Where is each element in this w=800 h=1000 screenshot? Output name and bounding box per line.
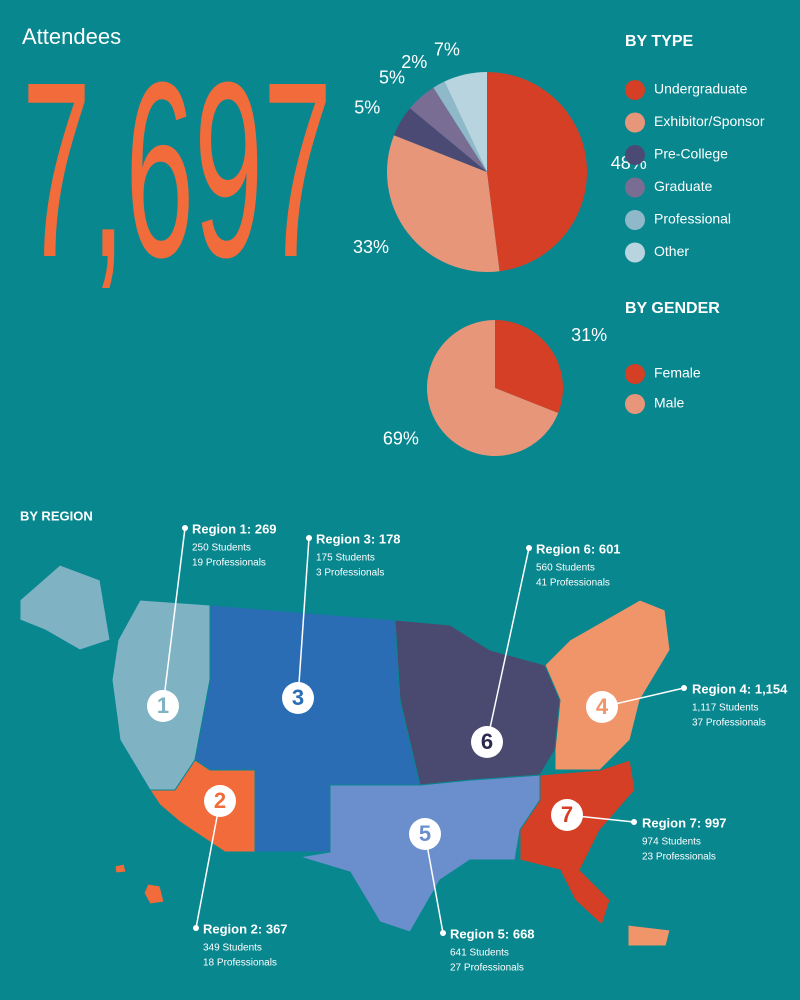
slice-label: 69% xyxy=(383,428,419,448)
region-students: 349 Students xyxy=(203,943,262,954)
attendees-total: 7,697 xyxy=(22,30,332,309)
region-number: 7 xyxy=(561,802,573,827)
legend-swatch xyxy=(625,177,645,198)
leader-line xyxy=(486,547,530,743)
leader-dot xyxy=(631,819,637,825)
pie-slice xyxy=(495,320,563,414)
slice-label: 5% xyxy=(379,68,405,88)
region-badge xyxy=(282,682,314,714)
region-professionals: 23 Professionals xyxy=(642,852,716,863)
attendees-label: Attendees xyxy=(22,24,121,49)
region-number: 6 xyxy=(481,729,493,754)
region-badge xyxy=(586,691,618,723)
legend-label: Other xyxy=(654,243,689,259)
leader-line xyxy=(162,527,186,707)
region-number: 4 xyxy=(596,694,609,719)
pie-slice xyxy=(387,135,500,272)
region-label: Region 2: 367 xyxy=(203,921,288,936)
pie-slice xyxy=(433,81,487,172)
region-professionals: 27 Professionals xyxy=(450,963,524,974)
region-professionals: 37 Professionals xyxy=(692,718,766,729)
legend-swatch xyxy=(625,210,645,230)
legend-swatch xyxy=(625,242,645,263)
pies: 48%Undergraduate33%Exhibitor/Sponsor5%Pr… xyxy=(353,40,765,456)
pie-slice xyxy=(444,72,487,172)
legend-label: Male xyxy=(654,395,685,411)
region-6-area xyxy=(394,619,561,786)
legend-label: Pre-College xyxy=(654,146,728,162)
region-7-area xyxy=(519,759,636,926)
legend-label: Professional xyxy=(654,211,731,227)
region-badge xyxy=(204,785,236,817)
region-number: 3 xyxy=(292,685,304,710)
pie-slice xyxy=(487,72,587,272)
region-students: 560 Students xyxy=(536,563,595,574)
region-students: 641 Students xyxy=(450,948,509,959)
legend-swatch xyxy=(625,145,645,165)
region-badge xyxy=(471,726,503,758)
legend-label: Exhibitor/Sponsor xyxy=(654,113,765,129)
legend-swatch xyxy=(625,112,645,133)
pie-slice xyxy=(427,320,559,456)
slice-label: 5% xyxy=(354,98,380,118)
region-badge xyxy=(409,818,441,850)
pie-slice xyxy=(394,108,487,172)
region-4-area xyxy=(627,924,671,947)
pie-slice xyxy=(409,87,487,172)
region-label: Region 5: 668 xyxy=(450,926,535,941)
leader-dot xyxy=(182,525,188,531)
region-2-area xyxy=(149,759,256,853)
region-1-area xyxy=(19,564,111,651)
region-2-area xyxy=(143,883,165,905)
region-callouts: 1 Region 1: 269 250 Students 19 Professiona… xyxy=(147,521,788,974)
region-badge xyxy=(551,799,583,831)
region-label: Region 1: 269 xyxy=(192,521,277,536)
region-5-area xyxy=(299,774,541,933)
pie-title: BY GENDER xyxy=(625,300,720,317)
region-number: 5 xyxy=(419,821,431,846)
region-number: 1 xyxy=(157,693,169,718)
region-students: 1,117 Students xyxy=(692,703,759,714)
legend-label: Graduate xyxy=(654,178,713,194)
region-label: Region 7: 997 xyxy=(642,815,727,830)
legend-label: Female xyxy=(654,365,701,381)
legend-swatch xyxy=(625,364,645,384)
region-students: 175 Students xyxy=(316,553,375,564)
leader-dot xyxy=(193,925,199,931)
region-label: Region 4: 1,154 xyxy=(692,681,788,696)
region-professionals: 18 Professionals xyxy=(203,958,277,969)
slice-label: 2% xyxy=(401,52,427,72)
leader-dot xyxy=(681,685,687,691)
slice-label: 31% xyxy=(571,325,607,345)
region-2-area xyxy=(114,863,127,874)
slice-label: 33% xyxy=(353,237,389,257)
us-map xyxy=(19,564,671,947)
region-badge xyxy=(147,690,179,722)
legend-swatch xyxy=(625,80,645,100)
pie-title: BY TYPE xyxy=(625,33,694,50)
region-label: Region 6: 601 xyxy=(536,541,621,556)
region-students: 250 Students xyxy=(192,543,251,554)
leader-dot xyxy=(526,545,532,551)
leader-line xyxy=(195,800,221,929)
region-label: Region 3: 178 xyxy=(316,531,401,546)
region-4-area xyxy=(544,599,671,771)
legend-swatch xyxy=(625,394,645,414)
leader-dot xyxy=(306,535,312,541)
region-students: 974 Students xyxy=(642,837,701,848)
region-professionals: 3 Professionals xyxy=(316,568,384,579)
region-professionals: 41 Professionals xyxy=(536,578,610,589)
region-title: BY REGION xyxy=(20,508,93,523)
region-professionals: 19 Professionals xyxy=(192,558,266,569)
region-number: 2 xyxy=(214,788,226,813)
leader-dot xyxy=(440,930,446,936)
leader-line xyxy=(297,537,310,699)
legend-label: Undergraduate xyxy=(654,81,748,97)
leader-line xyxy=(424,833,444,934)
slice-label: 7% xyxy=(434,40,460,60)
